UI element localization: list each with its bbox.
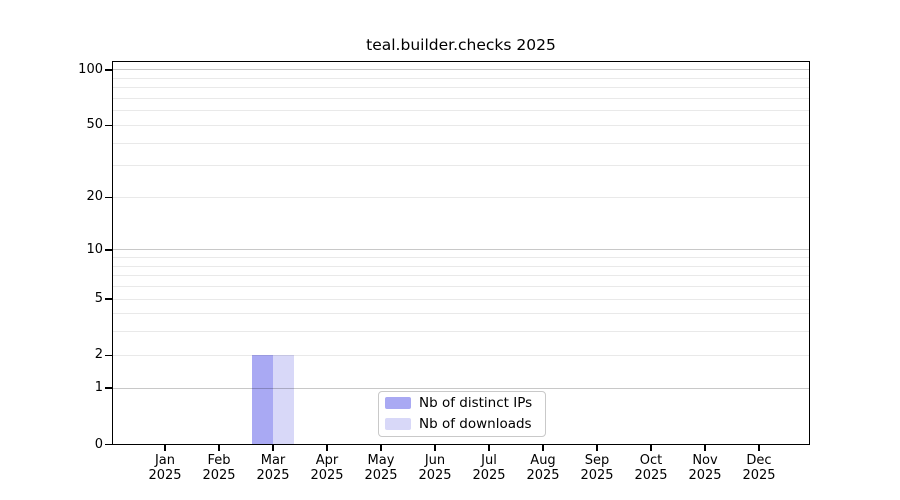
legend: Nb of distinct IPs Nb of downloads — [378, 390, 546, 437]
x-tick-label: Apr 2025 — [310, 452, 344, 484]
downloads-swatch-icon — [385, 418, 411, 430]
chart-title: teal.builder.checks 2025 — [366, 36, 556, 54]
x-tick-label: Sep 2025 — [580, 452, 614, 484]
legend-label-downloads: Nb of downloads — [419, 415, 532, 432]
y-tick-mark — [105, 196, 112, 199]
y-tick-mark — [105, 249, 112, 251]
y-tick-label: 2 — [94, 347, 103, 363]
x-tick-label: May 2025 — [364, 452, 398, 484]
y-tick-mark — [105, 354, 112, 357]
x-tick-label: Jun 2025 — [418, 452, 452, 484]
bar-mar-1 — [273, 355, 294, 445]
legend-item-downloads: Nb of downloads — [385, 415, 545, 433]
y-tick-label: 10 — [86, 241, 103, 257]
x-tick-label: Jan 2025 — [148, 452, 182, 484]
x-tick-mark — [164, 444, 166, 451]
x-tick-mark — [434, 444, 436, 451]
y-tick-label: 20 — [86, 189, 103, 205]
bars-layer — [112, 61, 810, 445]
y-tick-mark — [105, 124, 112, 127]
plot-area: Nb of distinct IPs Nb of downloads — [112, 61, 810, 445]
x-tick-mark — [542, 444, 544, 451]
bar-mar-0 — [252, 355, 273, 445]
x-tick-label: Jul 2025 — [472, 452, 506, 484]
legend-label-distinct-ips: Nb of distinct IPs — [419, 394, 533, 411]
y-tick-mark — [105, 387, 112, 389]
y-tick-label: 1 — [94, 380, 103, 396]
x-tick-mark — [380, 444, 382, 451]
x-tick-mark — [488, 444, 490, 451]
y-tick-label: 0 — [94, 436, 103, 452]
y-tick-label: 50 — [86, 117, 103, 133]
x-tick-mark — [758, 444, 760, 451]
x-tick-label: Dec 2025 — [742, 452, 776, 484]
y-tick-mark — [105, 69, 112, 71]
x-tick-label: Mar 2025 — [256, 452, 290, 484]
y-tick-mark — [105, 443, 112, 446]
y-tick-label: 100 — [78, 61, 103, 77]
x-tick-mark — [596, 444, 598, 451]
x-tick-mark — [272, 444, 274, 451]
x-tick-label: Oct 2025 — [634, 452, 668, 484]
x-tick-label: Feb 2025 — [202, 452, 236, 484]
x-tick-label: Nov 2025 — [688, 452, 722, 484]
x-tick-mark — [650, 444, 652, 451]
x-tick-mark — [218, 444, 220, 451]
x-tick-mark — [704, 444, 706, 451]
x-tick-label: Aug 2025 — [526, 452, 560, 484]
y-tick-mark — [105, 298, 112, 300]
legend-item-distinct-ips: Nb of distinct IPs — [385, 394, 545, 412]
distinct-ips-swatch-icon — [385, 397, 411, 409]
y-tick-label: 5 — [94, 291, 103, 307]
x-tick-mark — [326, 444, 328, 451]
